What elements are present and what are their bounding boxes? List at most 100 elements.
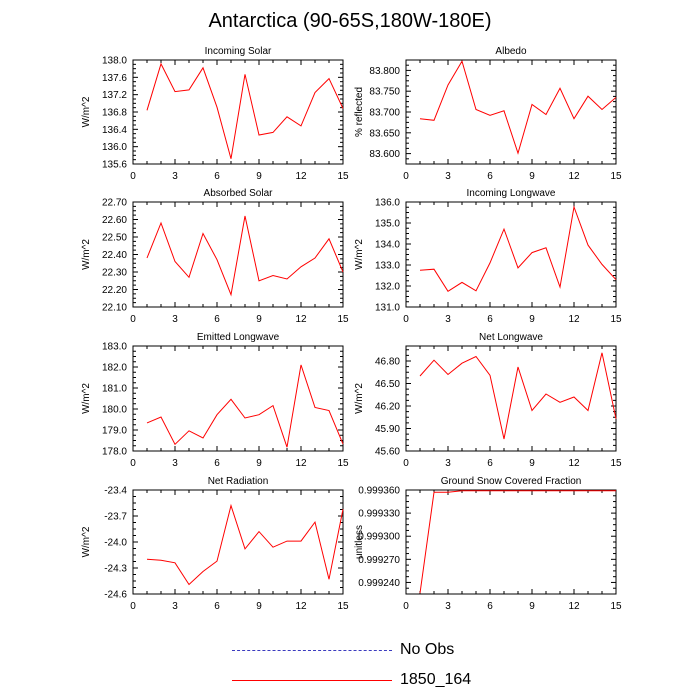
- x-tick-label: 3: [172, 601, 178, 612]
- x-tick-label: 12: [295, 314, 307, 325]
- y-tick-label: 46.80: [375, 357, 400, 368]
- y-tick-label: -24.3: [104, 564, 127, 575]
- y-tick-label: 136.4: [102, 125, 127, 136]
- y-tick-label: 138.0: [102, 56, 127, 67]
- y-tick-label: 22.30: [102, 268, 127, 279]
- x-tick-label: 12: [568, 171, 580, 182]
- legend-item-model: 1850_164: [228, 670, 528, 690]
- chart-panel-2: Albedo % reflected 0 3 6 9 12 15 83.600 83.650 83.…: [354, 46, 622, 182]
- y-tick-label: 133.0: [375, 261, 400, 272]
- x-tick-label: 9: [256, 171, 262, 182]
- y-tick-label: 0.999330: [358, 509, 400, 520]
- x-tick-label: 3: [445, 458, 451, 469]
- y-tick-label: 136.0: [102, 142, 127, 153]
- y-tick-label: 45.90: [375, 424, 400, 435]
- series-line-1850-164: [419, 59, 617, 155]
- y-tick-label: 83.750: [369, 87, 400, 98]
- y-axis-label: unitless: [354, 525, 365, 559]
- x-tick-label: 6: [487, 601, 493, 612]
- x-tick-label: 15: [337, 458, 349, 469]
- x-tick-label: 9: [529, 601, 535, 612]
- x-tick-label: 0: [403, 458, 409, 469]
- plot-frame: [405, 345, 617, 452]
- x-tick-label: 12: [568, 314, 580, 325]
- x-tick-label: 9: [256, 314, 262, 325]
- plot-frame: [132, 489, 344, 595]
- series-line-1850-164: [146, 62, 344, 159]
- x-tick-label: 3: [445, 171, 451, 182]
- x-tick-label: 0: [403, 601, 409, 612]
- y-tick-label: -23.7: [104, 512, 127, 523]
- legend-solid-line: [232, 680, 392, 681]
- y-tick-label: 83.800: [369, 66, 400, 77]
- x-tick-label: 12: [568, 458, 580, 469]
- y-tick-label: -24.6: [104, 590, 127, 601]
- x-tick-label: 6: [214, 458, 220, 469]
- y-tick-label: 136.8: [102, 108, 127, 119]
- y-tick-label: 182.0: [102, 363, 127, 374]
- y-tick-label: 137.6: [102, 73, 127, 84]
- x-tick-label: 12: [295, 601, 307, 612]
- x-tick-label: 9: [529, 314, 535, 325]
- x-tick-label: 15: [610, 314, 622, 325]
- panel-title: Incoming Longwave: [467, 188, 556, 199]
- plot-frame: [405, 489, 617, 595]
- x-tick-label: 0: [130, 171, 136, 182]
- panel-title: Emitted Longwave: [197, 332, 280, 343]
- chart-panel-7: Net Radiation W/m^2 0 3 6 9 12 15 -24.6 -24.3 -24.…: [81, 476, 349, 612]
- y-tick-label: 45.60: [375, 447, 400, 458]
- y-tick-label: 22.10: [102, 303, 127, 314]
- series-line-1850-164: [419, 490, 616, 594]
- series-line-1850-164: [146, 503, 344, 586]
- x-tick-label: 6: [214, 314, 220, 325]
- x-tick-label: 15: [610, 171, 622, 182]
- panel-title: Net Longwave: [479, 332, 543, 343]
- x-tick-label: 0: [130, 458, 136, 469]
- y-tick-label: 135.6: [102, 160, 127, 171]
- y-tick-label: 22.70: [102, 198, 127, 209]
- y-tick-label: 137.2: [102, 90, 127, 101]
- figure-title: Antarctica (90-65S,180W-180E): [208, 10, 492, 32]
- y-tick-label: 46.50: [375, 379, 400, 390]
- series-line-1850-164: [146, 215, 344, 297]
- x-tick-label: 12: [568, 601, 580, 612]
- y-tick-label: 22.20: [102, 285, 127, 296]
- plot-frame: [405, 201, 617, 308]
- x-tick-label: 15: [337, 171, 349, 182]
- y-axis-label: W/m^2: [354, 239, 365, 270]
- chart-panel-1: Incoming Solar W/m^2 0 3 6 9 12 15 135.6 136.0 136…: [81, 46, 349, 182]
- x-tick-label: 9: [256, 458, 262, 469]
- y-axis-label: W/m^2: [354, 383, 365, 414]
- legend-label-no-obs: No Obs: [400, 641, 455, 658]
- y-tick-label: 0.999240: [358, 578, 400, 589]
- y-tick-label: 0.999360: [358, 486, 400, 497]
- x-tick-label: 15: [337, 314, 349, 325]
- panel-title: Incoming Solar: [205, 46, 272, 57]
- x-tick-label: 0: [130, 314, 136, 325]
- y-tick-label: 183.0: [102, 342, 127, 353]
- panel-title: Ground Snow Covered Fraction: [441, 476, 582, 487]
- series-line-1850-164: [146, 364, 344, 448]
- x-tick-label: 6: [487, 314, 493, 325]
- y-tick-label: 83.600: [369, 149, 400, 160]
- x-tick-label: 9: [256, 601, 262, 612]
- x-tick-label: 6: [214, 601, 220, 612]
- y-tick-label: 22.50: [102, 233, 127, 244]
- panel-title: Absorbed Solar: [204, 188, 274, 199]
- y-tick-label: 134.0: [375, 240, 400, 251]
- x-tick-label: 3: [445, 314, 451, 325]
- x-tick-label: 3: [172, 171, 178, 182]
- y-axis-label: % reflected: [354, 87, 365, 137]
- x-tick-label: 0: [130, 601, 136, 612]
- x-tick-label: 6: [214, 171, 220, 182]
- chart-panel-8: Ground Snow Covered Fraction unitless 0 3 6 9…: [354, 476, 622, 612]
- x-tick-label: 3: [172, 458, 178, 469]
- y-axis-label: W/m^2: [81, 239, 92, 270]
- panel-title: Albedo: [495, 46, 527, 57]
- chart-panel-4: Incoming Longwave W/m^2 0 3 6 9 12 15 131.0 132.0…: [354, 188, 622, 325]
- y-tick-label: 178.0: [102, 447, 127, 458]
- plot-frame: [132, 59, 344, 165]
- x-tick-label: 3: [172, 314, 178, 325]
